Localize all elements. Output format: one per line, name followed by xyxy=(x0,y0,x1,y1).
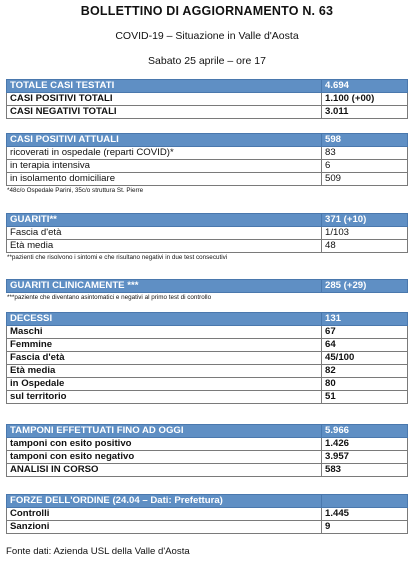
table-row: Maschi 67 xyxy=(6,325,408,339)
table-row: sul territorio 51 xyxy=(6,390,408,404)
footnote: **pazienti che risolvono i sintomi e che… xyxy=(7,254,228,261)
row-value: 67 xyxy=(321,325,408,339)
row-value: 4.694 xyxy=(321,79,408,93)
table-row: Fascia d'età 1/103 xyxy=(6,226,408,240)
row-label: Femmine xyxy=(6,338,322,352)
row-label: Età media xyxy=(6,364,322,378)
row-value: 509 xyxy=(321,172,408,186)
row-value: 9 xyxy=(321,520,408,534)
row-value: 45/100 xyxy=(321,351,408,365)
table-positivi-attuali: CASI POSITIVI ATTUALI 598 ricoverati in … xyxy=(6,133,408,186)
table-row: Età media 48 xyxy=(6,239,408,253)
table-row: TOTALE CASI TESTATI 4.694 xyxy=(6,79,408,93)
row-label: ANALISI IN CORSO xyxy=(6,463,322,477)
table-row: Sanzioni 9 xyxy=(6,520,408,534)
table-row: CASI NEGATIVI TOTALI 3.011 xyxy=(6,105,408,119)
row-value: 371 (+10) xyxy=(321,213,408,227)
section-casi-testati: TOTALE CASI TESTATI 4.694 CASI POSITIVI … xyxy=(6,79,408,119)
row-label: in Ospedale xyxy=(6,377,322,391)
row-label: CASI NEGATIVI TOTALI xyxy=(6,105,322,119)
table-tamponi: TAMPONI EFFETTUATI FINO AD OGGI 5.966 ta… xyxy=(6,424,408,477)
table-row: GUARITI** 371 (+10) xyxy=(6,213,408,227)
bulletin-subtitle: COVID-19 – Situazione in Valle d'Aosta xyxy=(115,30,299,42)
row-label: GUARITI CLINICAMENTE *** xyxy=(6,279,322,293)
row-label: FORZE DELL'ORDINE (24.04 – Dati: Prefett… xyxy=(6,494,322,508)
row-label: Età media xyxy=(6,239,322,253)
table-guariti-clinicamente: GUARITI CLINICAMENTE *** 285 (+29) xyxy=(6,279,408,293)
table-casi-testati: TOTALE CASI TESTATI 4.694 CASI POSITIVI … xyxy=(6,79,408,119)
section-decessi: DECESSI 131 Maschi 67 Femmine 64 Fascia … xyxy=(6,312,408,404)
row-label: sul territorio xyxy=(6,390,322,404)
row-value: 6 xyxy=(321,159,408,173)
table-row: Controlli 1.445 xyxy=(6,507,408,521)
bulletin-date: Sabato 25 aprile – ore 17 xyxy=(148,55,266,67)
row-value: 48 xyxy=(321,239,408,253)
row-value: 51 xyxy=(321,390,408,404)
table-row: tamponi con esito negativo 3.957 xyxy=(6,450,408,464)
row-value: 1.100 (+00) xyxy=(321,92,408,106)
row-value: 583 xyxy=(321,463,408,477)
row-label: Controlli xyxy=(6,507,322,521)
row-label: CASI POSITIVI TOTALI xyxy=(6,92,322,106)
row-value: 598 xyxy=(321,133,408,147)
row-label: tamponi con esito negativo xyxy=(6,450,322,464)
row-value xyxy=(321,494,408,508)
section-guariti: GUARITI** 371 (+10) Fascia d'età 1/103 E… xyxy=(6,213,408,262)
row-label: TOTALE CASI TESTATI xyxy=(6,79,322,93)
row-value: 5.966 xyxy=(321,424,408,438)
section-positivi-attuali: CASI POSITIVI ATTUALI 598 ricoverati in … xyxy=(6,133,408,195)
footnote: *48c/o Ospedale Parini, 35c/o struttura … xyxy=(7,187,144,194)
table-row: DECESSI 131 xyxy=(6,312,408,326)
section-guariti-clinicamente: GUARITI CLINICAMENTE *** 285 (+29) ***pa… xyxy=(6,279,408,302)
table-row: ANALISI IN CORSO 583 xyxy=(6,463,408,477)
row-value: 1.445 xyxy=(321,507,408,521)
row-label: Sanzioni xyxy=(6,520,322,534)
table-row: ricoverati in ospedale (reparti COVID)* … xyxy=(6,146,408,160)
row-label: ricoverati in ospedale (reparti COVID)* xyxy=(6,146,322,160)
row-value: 64 xyxy=(321,338,408,352)
bulletin-title: BOLLETTINO DI AGGIORNAMENTO N. 63 xyxy=(80,4,334,18)
section-tamponi: TAMPONI EFFETTUATI FINO AD OGGI 5.966 ta… xyxy=(6,424,408,477)
table-row: Fascia d'età 45/100 xyxy=(6,351,408,365)
table-decessi: DECESSI 131 Maschi 67 Femmine 64 Fascia … xyxy=(6,312,408,404)
table-row: tamponi con esito positivo 1.426 xyxy=(6,437,408,451)
table-row: CASI POSITIVI ATTUALI 598 xyxy=(6,133,408,147)
table-row: TAMPONI EFFETTUATI FINO AD OGGI 5.966 xyxy=(6,424,408,438)
table-row: Età media 82 xyxy=(6,364,408,378)
table-row: FORZE DELL'ORDINE (24.04 – Dati: Prefett… xyxy=(6,494,408,508)
row-value: 82 xyxy=(321,364,408,378)
row-label: CASI POSITIVI ATTUALI xyxy=(6,133,322,147)
table-guariti: GUARITI** 371 (+10) Fascia d'età 1/103 E… xyxy=(6,213,408,253)
row-value: 131 xyxy=(321,312,408,326)
row-value: 3.011 xyxy=(321,105,408,119)
section-forze-ordine: FORZE DELL'ORDINE (24.04 – Dati: Prefett… xyxy=(6,494,408,534)
row-label: DECESSI xyxy=(6,312,322,326)
table-row: in terapia intensiva 6 xyxy=(6,159,408,173)
row-value: 285 (+29) xyxy=(321,279,408,293)
footnote: ***paziente che diventano asintomatici e… xyxy=(7,294,212,301)
table-row: CASI POSITIVI TOTALI 1.100 (+00) xyxy=(6,92,408,106)
row-label: in isolamento domiciliare xyxy=(6,172,322,186)
row-label: GUARITI** xyxy=(6,213,322,227)
table-row: in Ospedale 80 xyxy=(6,377,408,391)
row-value: 1.426 xyxy=(321,437,408,451)
row-label: TAMPONI EFFETTUATI FINO AD OGGI xyxy=(6,424,322,438)
row-value: 3.957 xyxy=(321,450,408,464)
row-label: Maschi xyxy=(6,325,322,339)
row-label: tamponi con esito positivo xyxy=(6,437,322,451)
table-row: GUARITI CLINICAMENTE *** 285 (+29) xyxy=(6,279,408,293)
source-footer: Fonte dati: Azienda USL della Valle d'Ao… xyxy=(6,546,190,557)
row-value: 1/103 xyxy=(321,226,408,240)
table-row: in isolamento domiciliare 509 xyxy=(6,172,408,186)
row-label: in terapia intensiva xyxy=(6,159,322,173)
row-value: 80 xyxy=(321,377,408,391)
row-label: Fascia d'età xyxy=(6,351,322,365)
row-value: 83 xyxy=(321,146,408,160)
row-label: Fascia d'età xyxy=(6,226,322,240)
table-row: Femmine 64 xyxy=(6,338,408,352)
table-forze-ordine: FORZE DELL'ORDINE (24.04 – Dati: Prefett… xyxy=(6,494,408,534)
